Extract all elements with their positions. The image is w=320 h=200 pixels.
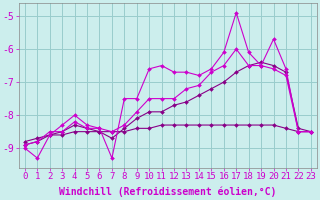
X-axis label: Windchill (Refroidissement éolien,°C): Windchill (Refroidissement éolien,°C) (59, 187, 276, 197)
